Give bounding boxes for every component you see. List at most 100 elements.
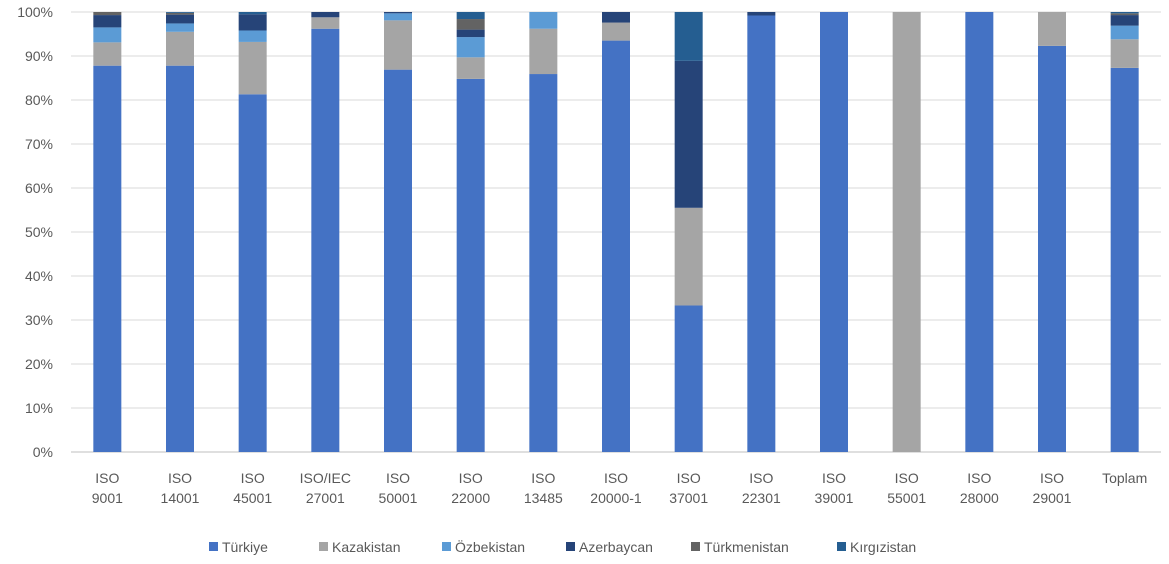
legend-swatch xyxy=(837,542,846,551)
bar-segment xyxy=(238,14,267,31)
bar-segment xyxy=(456,78,485,452)
x-tick-label: ISO xyxy=(241,470,265,486)
bar-segment xyxy=(166,31,194,66)
legend-label: Azerbaycan xyxy=(579,539,653,555)
x-tick-label: ISO xyxy=(967,470,991,486)
bar-segment xyxy=(311,12,340,18)
x-tick-label: 14001 xyxy=(161,490,200,506)
x-tick-label: 22301 xyxy=(742,490,781,506)
bar-segment xyxy=(1110,15,1139,26)
bar-segment xyxy=(238,94,267,452)
bar-segment xyxy=(456,57,485,79)
legend-swatch xyxy=(691,542,700,551)
bar-segment xyxy=(674,12,703,61)
x-tick-label: ISO xyxy=(1040,470,1064,486)
bar-segment xyxy=(166,23,194,32)
x-tick-label: ISO xyxy=(677,470,701,486)
bar-segment xyxy=(166,12,194,15)
y-tick-label: 10% xyxy=(25,400,53,416)
bar-segment xyxy=(238,12,267,15)
y-tick-label: 20% xyxy=(25,356,53,372)
bar-segment xyxy=(965,12,994,452)
bar-segment xyxy=(1038,12,1066,46)
x-tick-label: ISO xyxy=(95,470,119,486)
bar-segment xyxy=(602,40,630,452)
bar-segment xyxy=(1110,67,1139,452)
bar-segment xyxy=(820,12,848,452)
x-tick-label: ISO xyxy=(531,470,555,486)
bar-segment xyxy=(456,29,485,38)
x-tick-label: 27001 xyxy=(306,490,345,506)
bar-segment xyxy=(529,28,558,75)
x-tick-label: 20000-1 xyxy=(590,490,642,506)
bar-segment xyxy=(93,27,122,43)
legend-label: Türkmenistan xyxy=(704,539,789,555)
bar-segment xyxy=(384,20,412,70)
x-tick-label: 9001 xyxy=(92,490,123,506)
x-tick-label: ISO/IEC xyxy=(300,470,351,486)
bar-segment xyxy=(674,305,703,452)
x-tick-label: ISO xyxy=(168,470,192,486)
x-tick-label: ISO xyxy=(749,470,773,486)
bar-segment xyxy=(1110,12,1139,14)
bar-segment xyxy=(93,42,122,66)
bar-segment xyxy=(311,28,340,452)
bar-segment xyxy=(1110,25,1139,40)
legend: Türkiye Kazakistan Özbekistan Azerbaycan Tür… xyxy=(209,538,916,555)
legend-swatch xyxy=(566,542,575,551)
bar-segment xyxy=(602,12,630,23)
bar-segment xyxy=(1110,39,1139,68)
bar-segment xyxy=(384,69,412,452)
legend-label: Özbekistan xyxy=(455,538,525,555)
bar-segment xyxy=(93,15,122,28)
x-tick-label: ISO xyxy=(895,470,919,486)
bar-segment xyxy=(311,17,340,29)
x-tick-label: 29001 xyxy=(1033,490,1072,506)
bar-segment xyxy=(529,12,558,29)
bar-segment xyxy=(166,65,194,453)
y-tick-label: 40% xyxy=(25,268,53,284)
bar-segment xyxy=(166,14,194,24)
x-tick-label: 37001 xyxy=(669,490,708,506)
legend-label: Kırgızistan xyxy=(850,539,916,555)
bar-segment xyxy=(1038,45,1066,452)
bar-segment xyxy=(238,30,267,42)
bar-segment xyxy=(93,65,122,453)
x-tick-label: 50001 xyxy=(379,490,418,506)
bar-segment xyxy=(674,207,703,306)
legend-swatch xyxy=(442,542,451,551)
legend-label: Kazakistan xyxy=(332,539,400,555)
x-tick-label: 13485 xyxy=(524,490,563,506)
legend-swatch xyxy=(319,542,328,551)
bar-segment xyxy=(674,60,703,208)
y-tick-label: 90% xyxy=(25,48,53,64)
x-tick-label: 39001 xyxy=(815,490,854,506)
y-tick-label: 30% xyxy=(25,312,53,328)
x-tick-label: 22000 xyxy=(451,490,490,506)
bar-segment xyxy=(456,37,485,58)
bar-segment xyxy=(384,13,412,21)
x-tick-label: 45001 xyxy=(233,490,272,506)
bar-segment xyxy=(529,74,558,452)
bar-segment xyxy=(747,12,776,16)
y-axis: 0% 10% 20% 30% 40% 50% 60% 70% 80% 90% 100% xyxy=(17,4,53,460)
legend-swatch xyxy=(209,542,218,551)
bar-segment xyxy=(602,22,630,41)
y-tick-label: 80% xyxy=(25,92,53,108)
y-tick-label: 70% xyxy=(25,136,53,152)
bar-segment xyxy=(384,12,412,14)
x-tick-label: 28000 xyxy=(960,490,999,506)
bar-segment xyxy=(238,41,267,95)
y-tick-label: 60% xyxy=(25,180,53,196)
y-tick-label: 0% xyxy=(33,444,53,460)
bar-segment xyxy=(93,12,122,16)
x-tick-label: ISO xyxy=(459,470,483,486)
bar-segment xyxy=(456,19,485,30)
legend-label: Türkiye xyxy=(222,539,268,555)
bar-segment xyxy=(892,12,921,452)
y-tick-label: 100% xyxy=(17,4,53,20)
bar-segment xyxy=(1110,13,1139,16)
y-tick-label: 50% xyxy=(25,224,53,240)
x-tick-label: ISO xyxy=(386,470,410,486)
